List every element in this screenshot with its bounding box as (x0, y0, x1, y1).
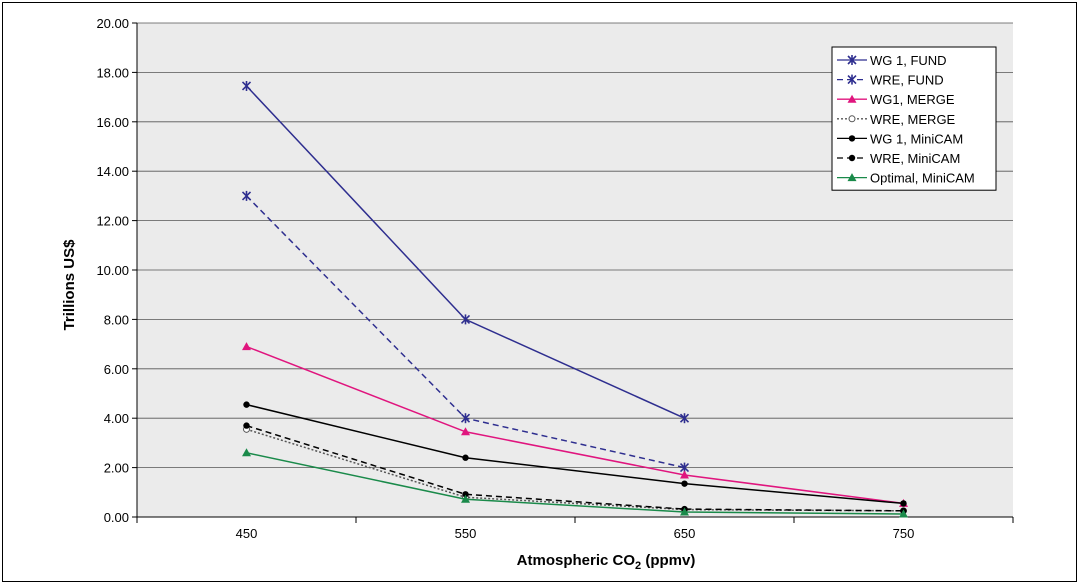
data-point (241, 190, 252, 201)
data-point (243, 422, 250, 429)
x-axis-ticks: 450 550 650 750 (136, 517, 1014, 541)
y-tick-label: 18.00 (96, 65, 129, 80)
x-tick-label: 450 (236, 526, 258, 541)
x-axis-title-subscript: 2 (635, 560, 641, 572)
series-line (246, 452, 904, 515)
x-axis-title-main: Atmospheric CO (517, 552, 636, 569)
x-tick-label: 750 (893, 526, 915, 541)
data-point (462, 454, 469, 461)
legend-entry: WRE, MERGE (837, 112, 956, 127)
x-tick-label: 650 (674, 526, 696, 541)
legend-label: WG1, MERGE (870, 92, 955, 107)
legend-entry: WG 1, MiniCAM (837, 131, 963, 146)
legend-entry: WG1, MERGE (837, 92, 955, 107)
y-tick-label: 10.00 (96, 263, 129, 278)
legend-label: WRE, MERGE (870, 112, 956, 127)
legend-marker (848, 135, 856, 142)
legend-label: WRE, MiniCAM (870, 151, 960, 166)
x-tick-label: 550 (455, 526, 477, 541)
legend-entry: WRE, FUND (837, 73, 944, 88)
data-point (461, 427, 470, 436)
y-axis-ticks: 0.00 2.00 4.00 6.00 8.00 10.00 12.00 14.00 16.00… (96, 16, 137, 525)
legend-marker (847, 173, 857, 182)
legend-label: WG 1, MiniCAM (870, 131, 963, 146)
data-point (680, 507, 689, 516)
y-tick-label: 8.00 (104, 312, 129, 327)
y-tick-label: 16.00 (96, 115, 129, 130)
gridlines (137, 22, 1013, 518)
series-group (241, 80, 908, 518)
data-point (899, 509, 908, 518)
y-tick-label: 4.00 (104, 411, 129, 426)
legend-label: WG 1, FUND (870, 53, 947, 68)
data-point (460, 413, 471, 424)
legend-marker (847, 94, 857, 103)
y-axis-title: Trillions US$ (61, 239, 78, 331)
legend-marker (847, 74, 857, 85)
legend-label: WRE, FUND (870, 73, 944, 88)
y-tick-label: 2.00 (104, 461, 129, 476)
legend-entry: Optimal, MiniCAM (837, 171, 975, 186)
series-line (246, 424, 904, 512)
series-line (246, 345, 904, 505)
data-point (681, 480, 688, 487)
data-point (680, 470, 689, 479)
data-point (241, 80, 252, 91)
data-point (462, 491, 469, 498)
y-tick-label: 12.00 (96, 214, 129, 229)
legend-marker (848, 154, 856, 162)
data-point (460, 314, 471, 325)
x-axis-title-suffix: (ppmv) (641, 552, 695, 569)
y-tick-label: 6.00 (104, 362, 129, 377)
data-point (900, 500, 907, 507)
legend-box (831, 46, 997, 191)
x-axis-title: Atmospheric CO2 (ppmv) (517, 552, 696, 572)
series-7 (242, 448, 908, 518)
legend-marker (847, 55, 857, 65)
series-5 (243, 401, 907, 507)
legend-entry: WG 1, FUND (837, 53, 947, 68)
data-point (242, 342, 251, 351)
legend-label: Optimal, MiniCAM (870, 171, 975, 186)
series-line (246, 403, 904, 505)
data-point (242, 448, 251, 457)
legend-marker (848, 115, 856, 123)
data-point (461, 494, 470, 503)
legend: WG 1, FUND WRE, FUND WG1, MERGE WRE, MERGE W… (831, 46, 997, 191)
y-tick-label: 0.00 (104, 510, 129, 525)
data-point (243, 401, 250, 408)
series-1 (241, 80, 690, 424)
y-tick-label: 14.00 (96, 164, 129, 179)
data-point (679, 413, 690, 424)
legend-entry: WRE, MiniCAM (837, 151, 960, 166)
y-tick-label: 20.00 (96, 16, 129, 31)
